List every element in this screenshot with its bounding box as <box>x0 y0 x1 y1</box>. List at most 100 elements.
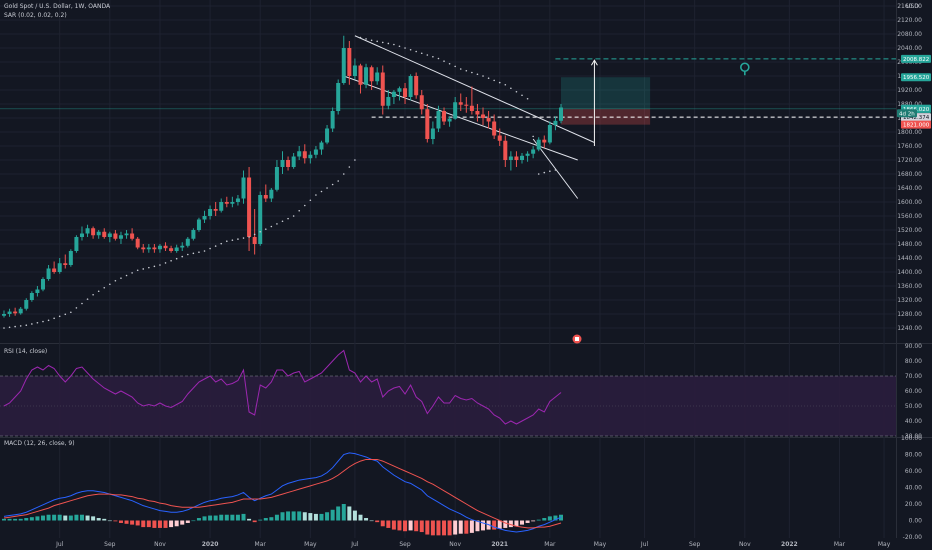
candle[interactable] <box>24 300 29 309</box>
candle[interactable] <box>497 135 502 141</box>
candle[interactable] <box>18 308 23 314</box>
candle[interactable] <box>169 248 174 251</box>
candle[interactable] <box>291 156 296 168</box>
candle[interactable] <box>235 198 240 203</box>
candle[interactable] <box>230 202 235 204</box>
candle[interactable] <box>79 233 84 238</box>
candle[interactable] <box>486 118 491 122</box>
candle[interactable] <box>196 219 201 231</box>
rsi-pane[interactable] <box>0 349 896 437</box>
candle[interactable] <box>386 97 391 106</box>
candle[interactable] <box>241 177 246 199</box>
candle[interactable] <box>430 128 435 140</box>
candle[interactable] <box>74 237 79 251</box>
candle[interactable] <box>447 118 452 122</box>
candle[interactable] <box>364 67 369 85</box>
candle[interactable] <box>247 177 252 238</box>
candle[interactable] <box>52 268 57 273</box>
candle[interactable] <box>380 72 385 106</box>
candle[interactable] <box>436 111 441 129</box>
symbol-title[interactable]: Gold Spot / U.S. Dollar, 1W, OANDA <box>4 3 111 10</box>
candle[interactable] <box>458 102 463 105</box>
candle[interactable] <box>174 247 179 252</box>
candle[interactable] <box>313 149 318 155</box>
candle[interactable] <box>336 83 341 111</box>
price-pane[interactable] <box>0 35 896 344</box>
macd-line[interactable] <box>3 452 562 533</box>
candle[interactable] <box>492 121 497 136</box>
candle[interactable] <box>408 76 413 97</box>
candle[interactable] <box>180 245 185 248</box>
candle[interactable] <box>269 189 274 199</box>
candle[interactable] <box>391 91 396 97</box>
candle[interactable] <box>503 140 508 160</box>
candle[interactable] <box>403 88 408 97</box>
candle[interactable] <box>185 238 190 246</box>
candle[interactable] <box>302 151 307 159</box>
candle[interactable] <box>325 128 330 143</box>
candle[interactable] <box>68 251 73 265</box>
macd-indicator-label[interactable]: MACD (12, 26, close, 9) <box>4 440 75 447</box>
candle[interactable] <box>481 114 486 119</box>
candle[interactable] <box>330 111 335 129</box>
candle[interactable] <box>7 311 12 314</box>
candle[interactable] <box>252 237 257 244</box>
sar-indicator-label[interactable]: SAR (0.02, 0.02, 0.2) <box>4 12 67 19</box>
candle[interactable] <box>40 279 45 290</box>
candle[interactable] <box>553 120 558 125</box>
candle[interactable] <box>397 88 402 92</box>
candle[interactable] <box>141 247 146 250</box>
candle[interactable] <box>369 67 374 82</box>
candle[interactable] <box>508 156 513 161</box>
candle[interactable] <box>258 195 263 244</box>
candle[interactable] <box>2 314 6 316</box>
candle[interactable] <box>375 72 380 82</box>
candle[interactable] <box>319 142 324 150</box>
candle[interactable] <box>352 65 357 77</box>
rsi-indicator-label[interactable]: RSI (14, close) <box>4 348 48 355</box>
candle[interactable] <box>152 247 157 250</box>
candle[interactable] <box>542 139 547 143</box>
candle[interactable] <box>453 102 458 119</box>
candle[interactable] <box>419 95 424 110</box>
candle[interactable] <box>107 233 112 238</box>
candle[interactable] <box>208 209 213 216</box>
candle[interactable] <box>219 202 224 211</box>
signal-line[interactable] <box>3 458 562 529</box>
candle[interactable] <box>202 216 207 220</box>
candle[interactable] <box>442 111 447 122</box>
candle[interactable] <box>191 230 196 239</box>
candle[interactable] <box>274 167 279 190</box>
candle[interactable] <box>469 105 474 111</box>
candle[interactable] <box>13 311 18 314</box>
candle[interactable] <box>263 195 268 199</box>
candle[interactable] <box>113 233 118 239</box>
rsi-line[interactable] <box>3 349 562 425</box>
candle[interactable] <box>514 156 519 161</box>
candle[interactable] <box>308 154 313 159</box>
candle[interactable] <box>286 160 291 167</box>
candle[interactable] <box>341 48 346 83</box>
candle[interactable] <box>347 48 352 76</box>
candle[interactable] <box>35 289 40 294</box>
candle[interactable] <box>559 107 563 121</box>
candle[interactable] <box>91 228 96 236</box>
candle[interactable] <box>520 155 525 160</box>
macd-pane[interactable] <box>2 452 563 536</box>
candle[interactable] <box>224 202 229 204</box>
candle[interactable] <box>358 65 363 85</box>
candle[interactable] <box>118 235 123 239</box>
candle[interactable] <box>85 228 90 234</box>
candle[interactable] <box>102 231 107 237</box>
candle[interactable] <box>213 209 218 211</box>
candle[interactable] <box>547 125 552 143</box>
candle[interactable] <box>157 245 162 250</box>
candle[interactable] <box>29 293 34 300</box>
candle[interactable] <box>130 233 135 239</box>
candle[interactable] <box>146 247 151 250</box>
candle[interactable] <box>525 153 530 156</box>
candle[interactable] <box>425 109 430 139</box>
candle[interactable] <box>536 139 541 150</box>
candle[interactable] <box>124 233 129 236</box>
